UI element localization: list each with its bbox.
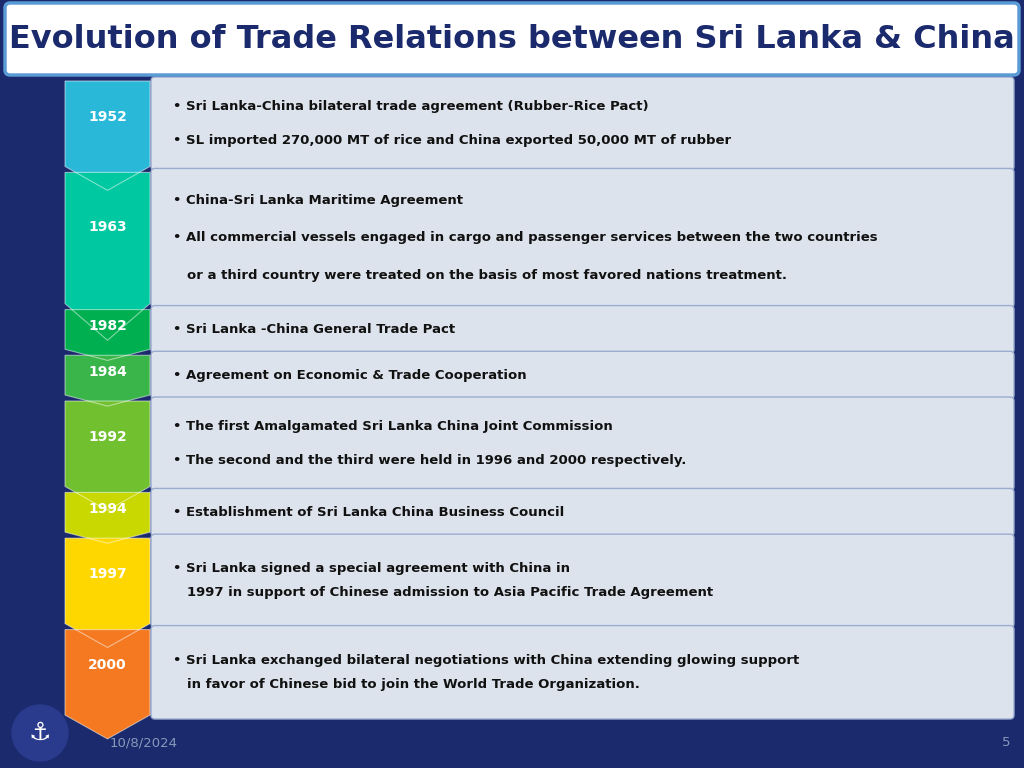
Text: 1997 in support of Chinese admission to Asia Pacific Trade Agreement: 1997 in support of Chinese admission to … <box>187 586 713 599</box>
FancyBboxPatch shape <box>151 351 1014 399</box>
Text: 1984: 1984 <box>88 365 127 379</box>
Text: • The second and the third were held in 1996 and 2000 respectively.: • The second and the third were held in … <box>173 455 686 467</box>
Text: • Sri Lanka -China General Trade Pact: • Sri Lanka -China General Trade Pact <box>173 323 455 336</box>
Text: Evolution of Trade Relations between Sri Lanka & China: Evolution of Trade Relations between Sri… <box>9 24 1015 55</box>
Text: • The first Amalgamated Sri Lanka China Joint Commission: • The first Amalgamated Sri Lanka China … <box>173 420 612 433</box>
Polygon shape <box>65 630 150 739</box>
FancyBboxPatch shape <box>151 534 1014 627</box>
Text: in favor of Chinese bid to join the World Trade Organization.: in favor of Chinese bid to join the Worl… <box>187 677 640 690</box>
Text: 5: 5 <box>1001 737 1010 750</box>
Polygon shape <box>65 401 150 511</box>
Text: • All commercial vessels engaged in cargo and passenger services between the two: • All commercial vessels engaged in carg… <box>173 231 878 244</box>
Text: 1994: 1994 <box>88 502 127 516</box>
Text: • China-Sri Lanka Maritime Agreement: • China-Sri Lanka Maritime Agreement <box>173 194 463 207</box>
FancyBboxPatch shape <box>5 3 1019 75</box>
Polygon shape <box>65 81 150 190</box>
Text: 1982: 1982 <box>88 319 127 333</box>
FancyBboxPatch shape <box>151 168 1014 307</box>
Text: 1997: 1997 <box>88 567 127 581</box>
Text: 1992: 1992 <box>88 429 127 444</box>
Polygon shape <box>65 492 150 543</box>
Text: • Sri Lanka-China bilateral trade agreement (Rubber-Rice Pact): • Sri Lanka-China bilateral trade agreem… <box>173 100 648 113</box>
Polygon shape <box>65 538 150 647</box>
Text: 2000: 2000 <box>88 658 127 672</box>
Circle shape <box>12 705 68 761</box>
Text: 1963: 1963 <box>88 220 127 234</box>
Text: 1952: 1952 <box>88 110 127 124</box>
Text: ⚓: ⚓ <box>29 721 51 745</box>
Text: • Establishment of Sri Lanka China Business Council: • Establishment of Sri Lanka China Busin… <box>173 506 564 519</box>
Polygon shape <box>65 173 150 340</box>
Text: • SL imported 270,000 MT of rice and China exported 50,000 MT of rubber: • SL imported 270,000 MT of rice and Chi… <box>173 134 731 147</box>
Text: • Sri Lanka exchanged bilateral negotiations with China extending glowing suppor: • Sri Lanka exchanged bilateral negotiat… <box>173 654 800 667</box>
Text: 10/8/2024: 10/8/2024 <box>110 737 178 750</box>
FancyBboxPatch shape <box>151 306 1014 353</box>
Text: or a third country were treated on the basis of most favored nations treatment.: or a third country were treated on the b… <box>187 269 787 282</box>
FancyBboxPatch shape <box>151 77 1014 170</box>
Text: • Agreement on Economic & Trade Cooperation: • Agreement on Economic & Trade Cooperat… <box>173 369 526 382</box>
Polygon shape <box>65 310 150 360</box>
Polygon shape <box>65 356 150 406</box>
FancyBboxPatch shape <box>151 626 1014 719</box>
FancyBboxPatch shape <box>151 488 1014 536</box>
FancyBboxPatch shape <box>151 397 1014 491</box>
Text: • Sri Lanka signed a special agreement with China in: • Sri Lanka signed a special agreement w… <box>173 562 570 575</box>
